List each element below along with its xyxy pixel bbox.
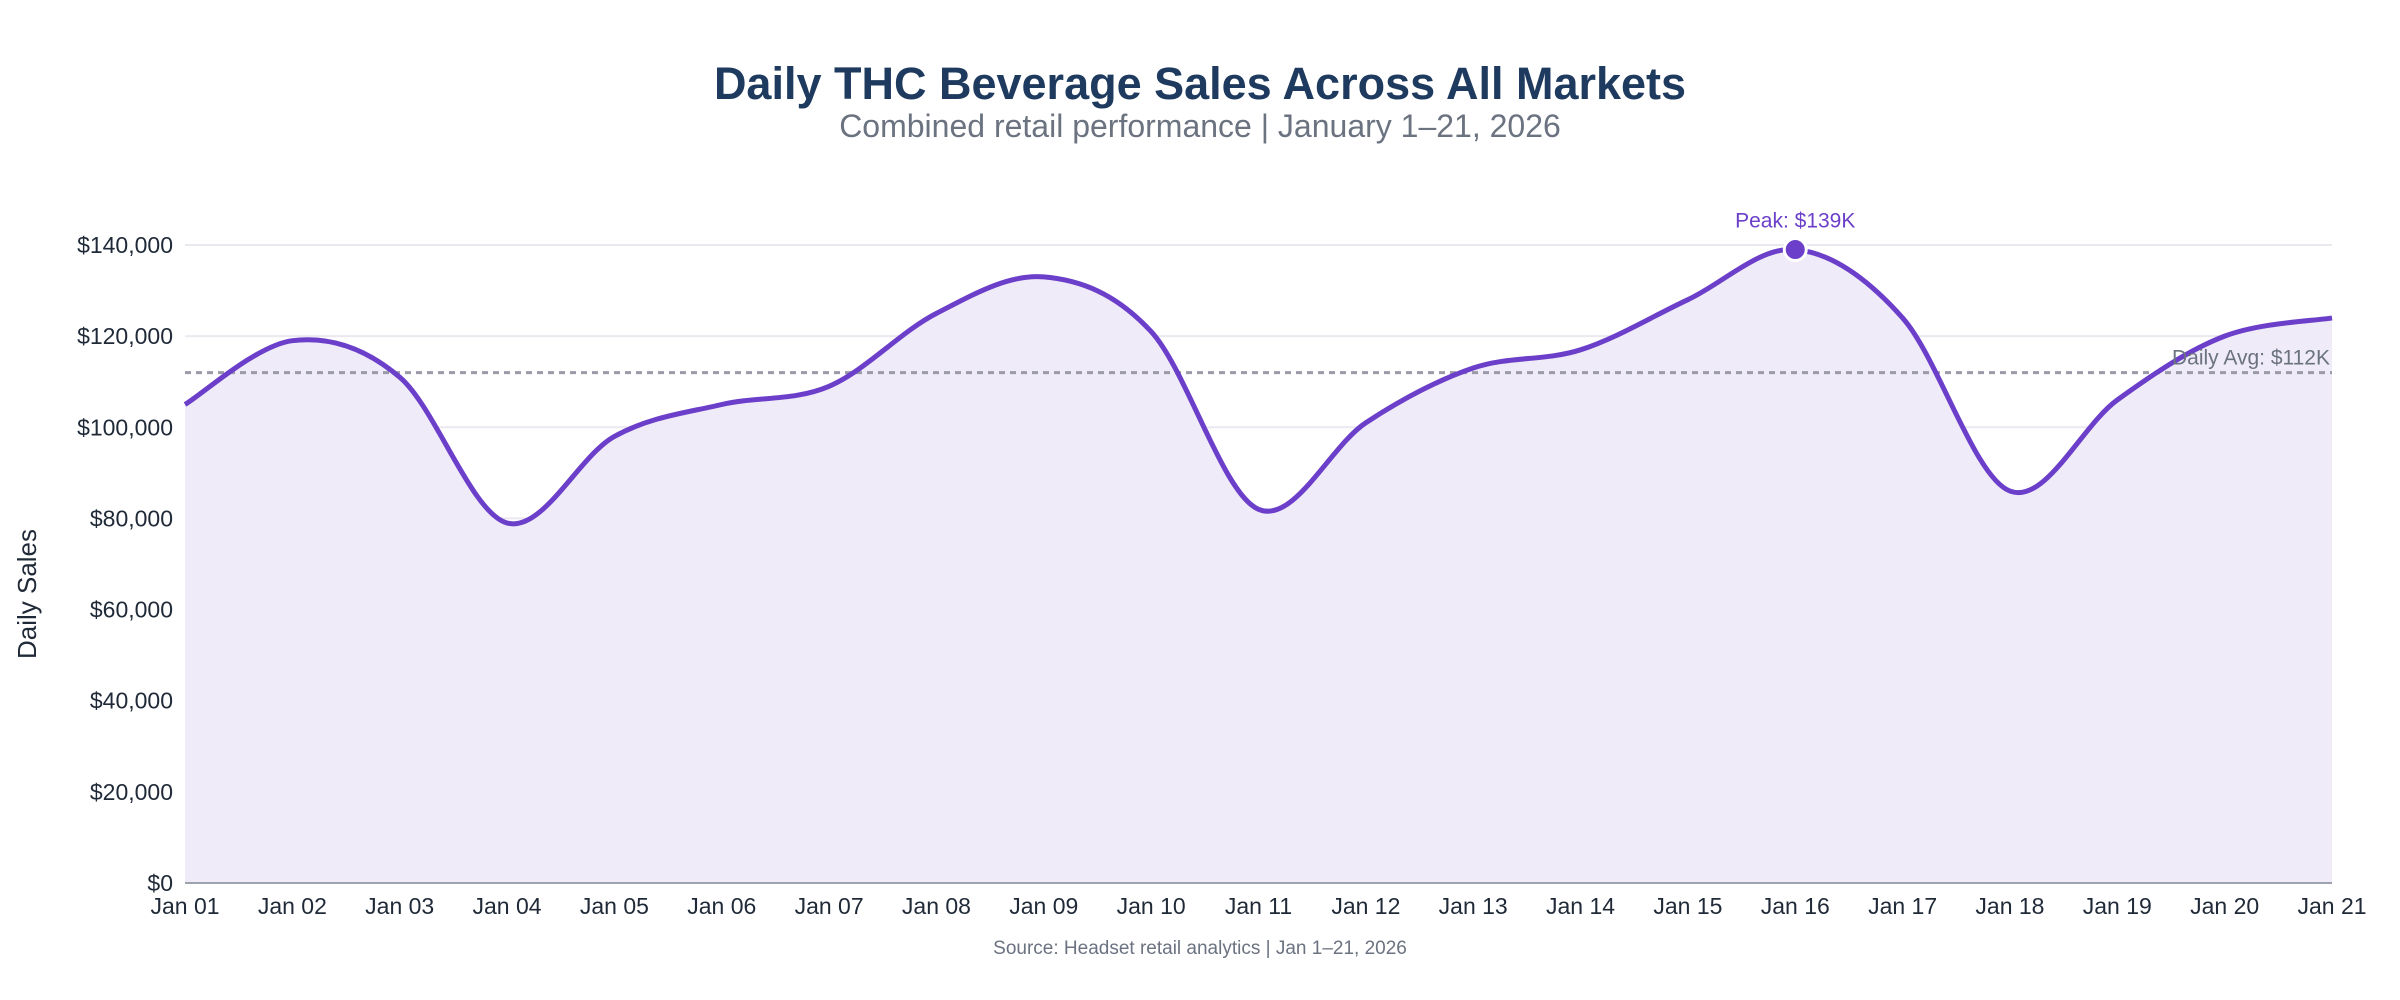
x-tick-label: Jan 21 [2297,893,2366,919]
chart-title: Daily THC Beverage Sales Across All Mark… [713,58,1687,109]
peak-label: Peak: $139K [1735,210,1855,233]
x-tick-label: Jan 12 [1331,893,1400,919]
x-tick-label: Jan 14 [1546,893,1615,919]
y-axis-label: Daily Sales [12,529,42,659]
y-tick-label: $60,000 [90,597,173,623]
x-tick-label: Jan 06 [687,893,756,919]
y-tick-label: $40,000 [90,688,173,714]
y-tick-label: $0 [147,870,173,896]
y-tick-label: $20,000 [90,779,173,805]
chart-subtitle: Combined retail performance | January 1–… [839,108,1561,144]
peak-marker [1782,237,1808,263]
x-tick-label: Jan 10 [1117,893,1186,919]
x-tick-label: Jan 17 [1868,893,1937,919]
average-label: Daily Avg: $112K [2172,347,2330,370]
x-tick-label: Jan 20 [2190,893,2259,919]
x-tick-label: Jan 07 [795,893,864,919]
x-tick-label: Jan 04 [473,893,542,919]
x-tick-label: Jan 03 [365,893,434,919]
x-tick-label: Jan 13 [1439,893,1508,919]
area-fill [185,249,2332,884]
y-tick-label: $140,000 [77,232,173,258]
x-tick-label: Jan 11 [1225,893,1292,919]
x-tick-label: Jan 02 [258,893,327,919]
x-tick-label: Jan 18 [1975,893,2044,919]
series-line [183,247,2333,527]
x-tick-label: Jan 19 [2083,893,2152,919]
y-tick-label: $100,000 [77,414,173,440]
x-tick-label: Jan 15 [1653,893,1722,919]
y-tick-label: $80,000 [90,505,173,531]
chart-source: Source: Headset retail analytics | Jan 1… [993,938,1407,959]
x-tick-label: Jan 16 [1761,893,1830,919]
x-tick-label: Jan 01 [150,893,219,919]
x-tick-label: Jan 09 [1009,893,1078,919]
y-tick-label: $120,000 [77,323,173,349]
x-tick-label: Jan 08 [902,893,971,919]
x-tick-label: Jan 05 [580,893,649,919]
